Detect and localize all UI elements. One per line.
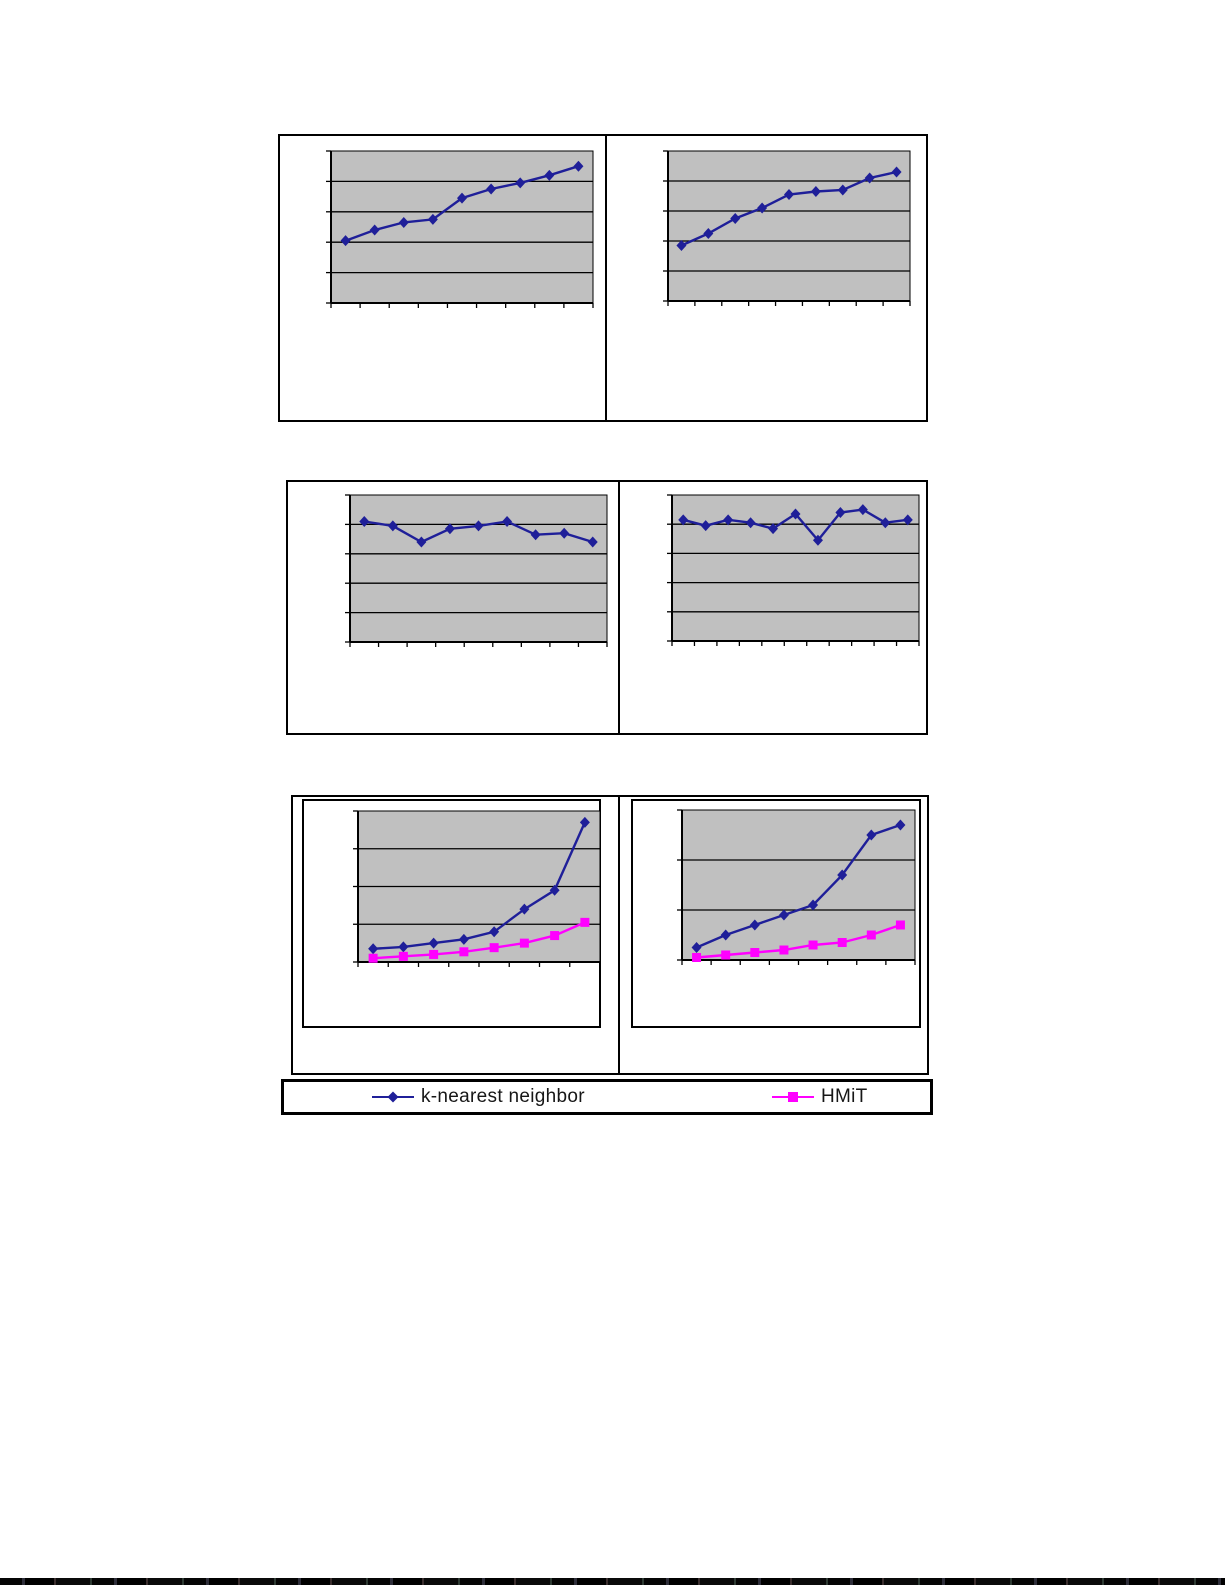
hmit-line-square-icon (772, 1092, 814, 1102)
panel-bottom-divider (618, 795, 620, 1075)
knn-line-diamond-icon (372, 1091, 414, 1103)
legend-entry-knn: k-nearest neighbor (372, 1082, 585, 1112)
figure-panel-middle (286, 480, 928, 735)
line-chart-row3-left (353, 810, 601, 967)
legend-label-knn: k-nearest neighbor (421, 1086, 585, 1107)
legend-label-hmit: HMiT (821, 1086, 868, 1107)
figure-panel-bottom (291, 795, 929, 1075)
chart-legend: k-nearest neighbor HMiT (281, 1079, 933, 1115)
line-chart-row1-right (663, 150, 911, 306)
line-chart-row2-right (667, 494, 920, 646)
panel-top-divider (605, 134, 607, 422)
figure-panel-top (278, 134, 928, 422)
page-bottom-edge (0, 1578, 1225, 1585)
panel-middle-divider (618, 480, 620, 735)
legend-entry-hmit: HMiT (772, 1082, 868, 1112)
line-chart-row1-left (326, 150, 594, 308)
panel-bottom-right-inner-box (631, 799, 921, 1028)
line-chart-row3-right (677, 809, 916, 965)
line-chart-row2-left (345, 494, 608, 647)
